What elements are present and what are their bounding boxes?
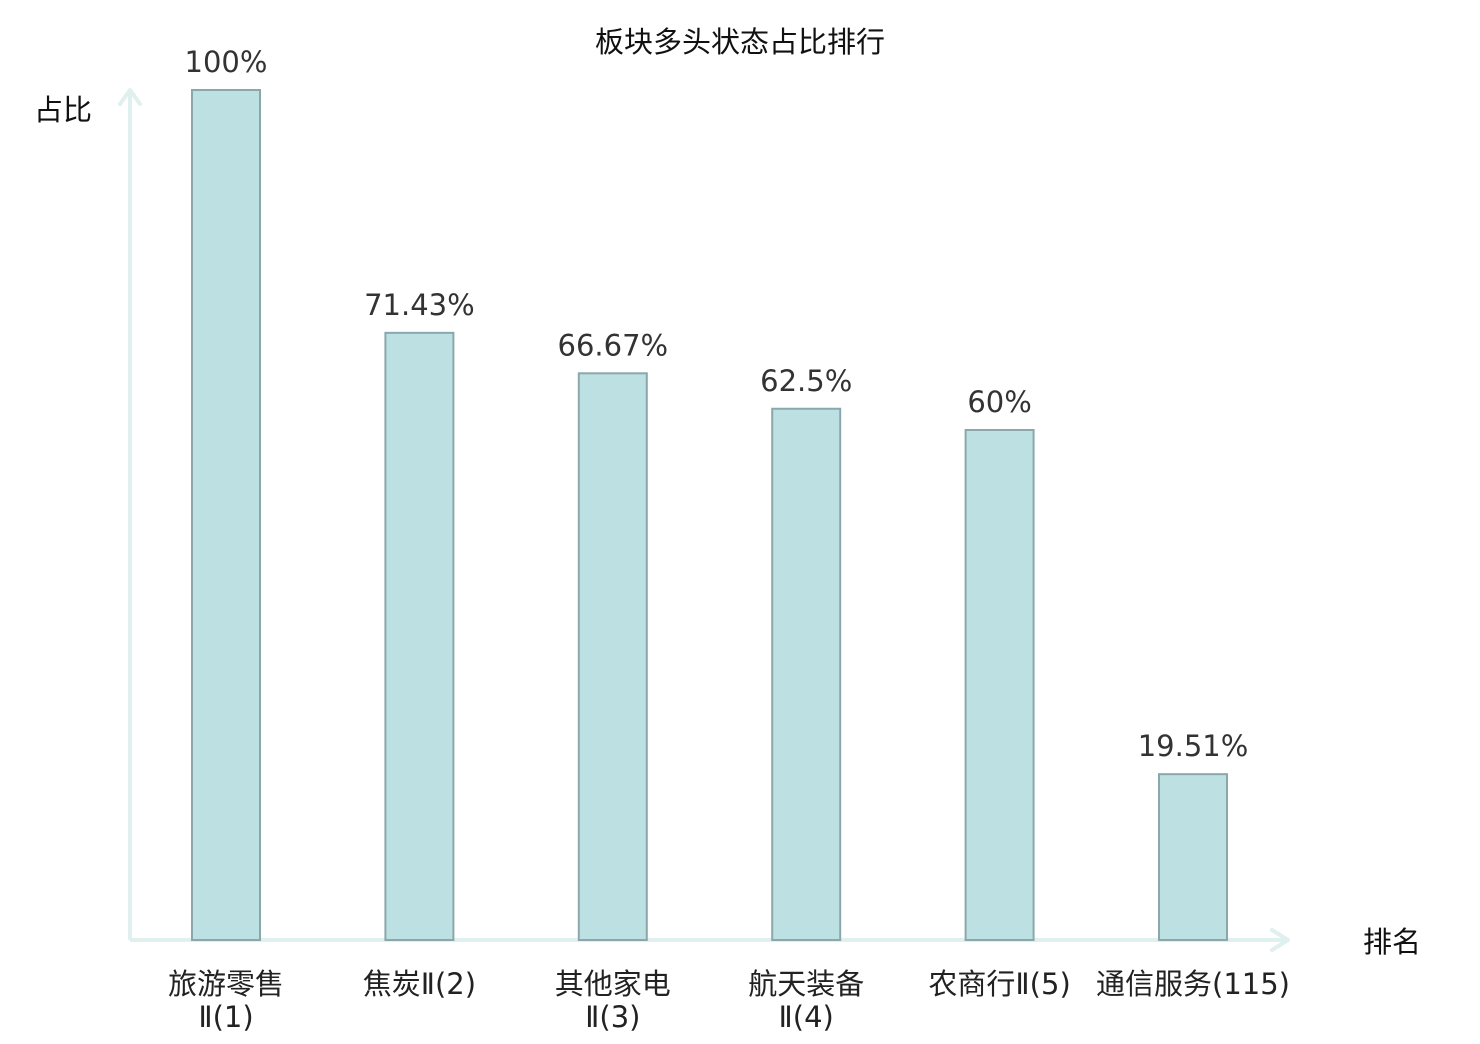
y-axis-label: 占比 [34, 93, 92, 127]
bar-value-label: 19.51% [1138, 729, 1249, 763]
bar-value-label: 60% [967, 385, 1031, 419]
axes [118, 88, 1290, 952]
bar [191, 89, 261, 941]
bars-group [191, 89, 1228, 942]
category-tick-label: 航天装备 Ⅱ(4) [748, 967, 864, 1034]
bar-value-label: 71.43% [364, 288, 475, 322]
bar [384, 331, 455, 942]
value-labels-group: 100% 71.43% 66.67% 62.5% 60% 19.51% [185, 45, 1249, 763]
category-tick-label: 焦炭Ⅱ(2) [363, 967, 476, 1001]
bar [771, 407, 842, 941]
category-tick-label: 其他家电 Ⅱ(3) [555, 967, 671, 1034]
bar-value-label: 66.67% [558, 328, 669, 362]
x-axis-label: 排名 [1363, 925, 1421, 959]
chart-title: 板块多头状态占比排行 [595, 25, 885, 59]
category-tick-label: 农商行Ⅱ(5) [928, 967, 1070, 1001]
bar [964, 429, 1035, 941]
y-axis-arrow [118, 88, 142, 106]
bar [577, 372, 648, 941]
bar-value-label: 100% [185, 45, 268, 79]
bar [1158, 773, 1228, 941]
bar-value-label: 62.5% [760, 364, 852, 398]
category-tick-label: 旅游零售 Ⅱ(1) [168, 967, 284, 1034]
x-axis-arrow [1270, 928, 1290, 952]
category-tick-label: 通信服务(115) [1096, 967, 1290, 1001]
category-labels-group: 旅游零售 Ⅱ(1) 焦炭Ⅱ(2) 其他家电 Ⅱ(3) 航天装备 Ⅱ(4) 农商行Ⅱ(5) 通信服… [168, 967, 1290, 1034]
